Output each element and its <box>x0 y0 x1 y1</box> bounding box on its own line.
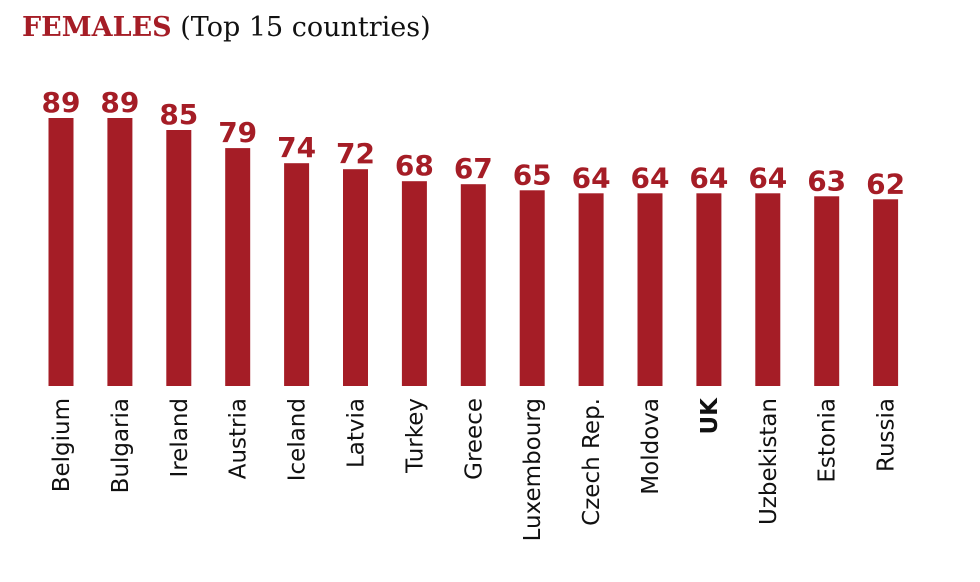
bar-uk <box>696 193 722 386</box>
bar-ireland <box>166 130 192 386</box>
category-label: Iceland <box>285 398 311 481</box>
value-label: 85 <box>159 98 198 131</box>
bar-estonia <box>814 196 840 386</box>
category-label: Moldova <box>638 398 664 495</box>
value-label: 72 <box>336 137 375 170</box>
value-label: 64 <box>748 161 787 194</box>
bar-uzbekistan <box>755 193 781 386</box>
bar-moldova <box>637 193 663 386</box>
value-label: 79 <box>218 116 257 149</box>
value-label: 89 <box>42 86 81 119</box>
bar-luxembourg <box>519 190 545 386</box>
chart-title-main: FEMALES <box>22 12 172 43</box>
category-label: UK <box>697 397 723 435</box>
value-label: 67 <box>454 152 493 185</box>
value-label: 68 <box>395 149 434 182</box>
bar-iceland <box>284 163 310 386</box>
category-label: Greece <box>461 398 487 480</box>
value-label: 65 <box>513 158 552 191</box>
category-label: Luxembourg <box>520 398 546 541</box>
category-label: Russia <box>874 398 900 472</box>
value-label: 74 <box>277 131 316 164</box>
bar-greece <box>460 184 486 386</box>
bar-bulgaria <box>107 118 133 386</box>
value-label: 89 <box>100 86 139 119</box>
bar-latvia <box>343 169 368 386</box>
category-label: Ireland <box>167 398 193 478</box>
bar-czech-rep <box>578 193 604 386</box>
category-label: Estonia <box>815 398 841 483</box>
value-label: 64 <box>689 161 728 194</box>
value-label: 64 <box>572 161 611 194</box>
category-label: Austria <box>226 398 252 479</box>
bar-russia <box>873 199 899 386</box>
value-label: 63 <box>807 164 846 197</box>
value-label: 64 <box>631 161 670 194</box>
value-label: 62 <box>866 167 905 200</box>
category-label: Belgium <box>49 398 75 492</box>
bar-austria <box>225 148 251 386</box>
bar-belgium <box>48 118 74 386</box>
chart-title: FEMALES (Top 15 countries) <box>22 12 431 43</box>
category-label: Czech Rep. <box>579 398 605 526</box>
category-label: Bulgaria <box>108 398 134 493</box>
chart-title-sub: (Top 15 countries) <box>180 12 431 43</box>
category-label: Uzbekistan <box>756 398 782 525</box>
bar-turkey <box>401 181 427 386</box>
category-label: Turkey <box>402 398 428 474</box>
category-label: Latvia <box>344 398 370 468</box>
